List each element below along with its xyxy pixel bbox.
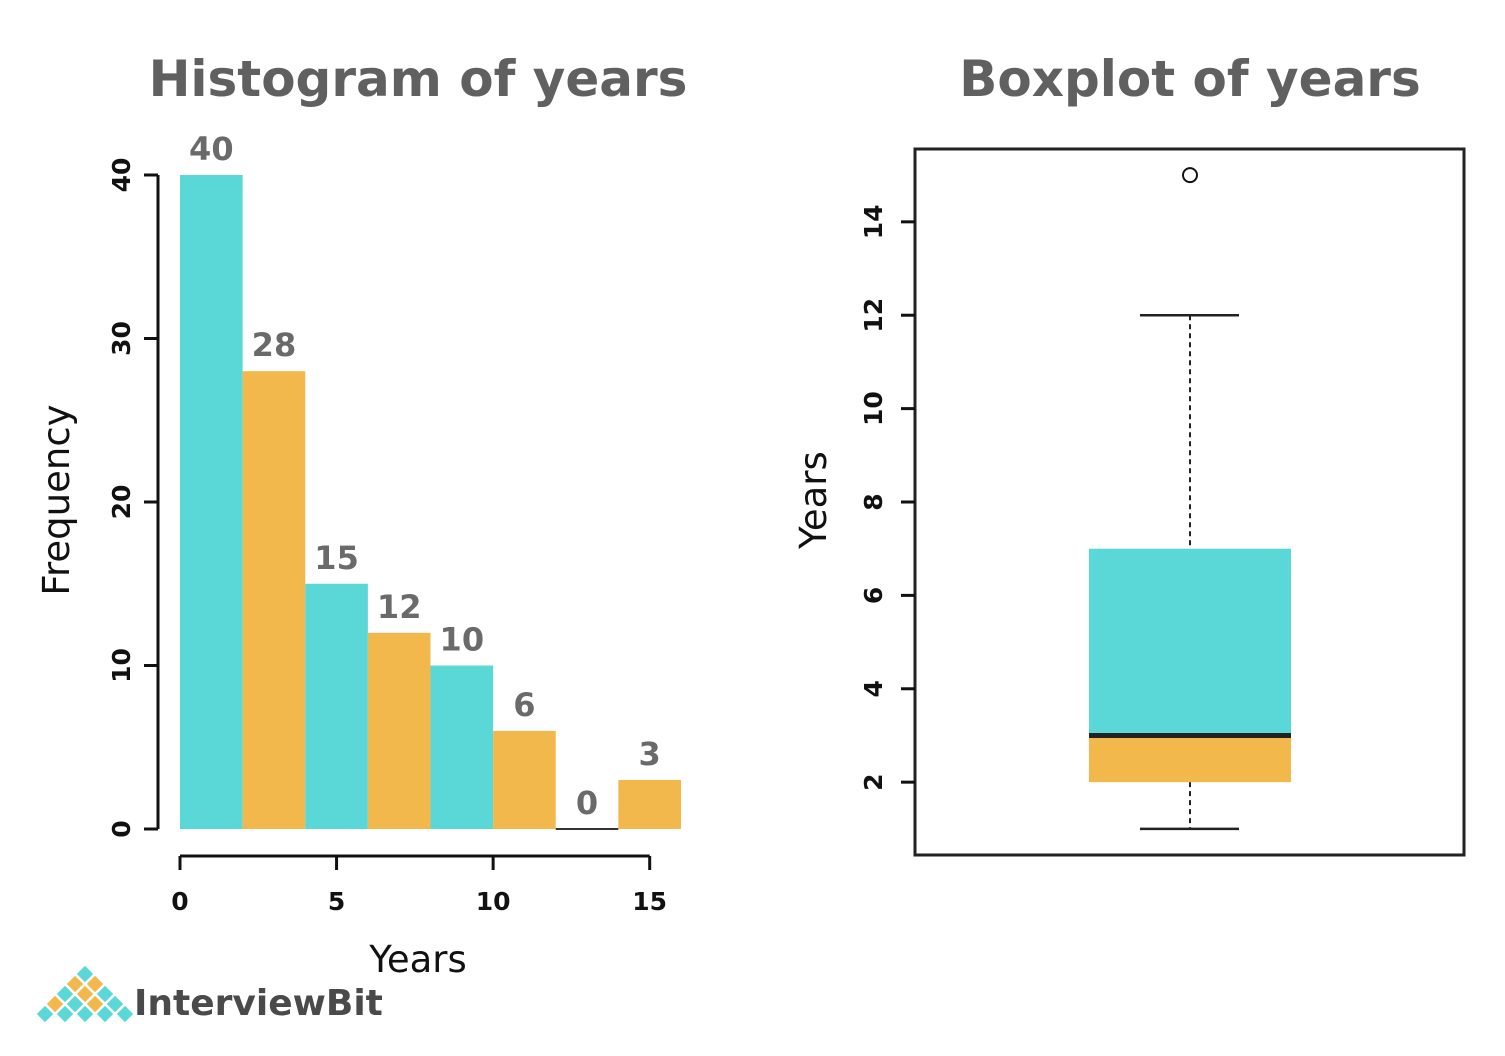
histogram-bar: [305, 583, 368, 829]
boxplot-y-tick-label: 10: [859, 391, 888, 426]
histogram-bar: [618, 779, 681, 829]
boxplot-y-axis: 2 4 6 8 10 12 14: [859, 204, 915, 791]
logo-diamond: [85, 994, 105, 1014]
histogram-x-axis-label: Years: [368, 938, 467, 981]
boxplot-y-tick-label: 8: [859, 493, 888, 510]
histogram-bar: [493, 730, 556, 829]
boxplot-y-axis-label: Years: [792, 451, 835, 550]
histogram-x-tick-label: 10: [476, 887, 511, 916]
boxplot-y-tick-label: 6: [859, 587, 888, 604]
histogram-bar: [430, 665, 494, 829]
logo-diamond: [95, 984, 115, 1004]
histogram-bar-labels: 40 28 15 12 10 6 0 3: [189, 130, 661, 822]
histogram-chart: Histogram of years 40 28 15 12 10 6 0 3 0 10 20 30…: [35, 50, 687, 981]
logo-diamond: [75, 984, 95, 1004]
boxplot-title: Boxplot of years: [959, 50, 1420, 108]
histogram-bar-label: 28: [252, 326, 297, 364]
logo-diamond: [85, 974, 105, 994]
logo-diamond: [95, 1004, 115, 1024]
boxplot-y-tick-label: 2: [859, 773, 888, 790]
interviewbit-logo: InterviewBit: [35, 964, 383, 1024]
histogram-x-axis: 0 5 10 15: [171, 854, 667, 916]
boxplot-chart: Boxplot of years 2 4 6 8 10 12 14 Years: [792, 50, 1466, 857]
boxplot-lower-box: [1089, 735, 1291, 783]
logo-diamond: [75, 964, 95, 984]
histogram-bar-label: 6: [513, 686, 535, 724]
histogram-y-tick-label: 40: [107, 158, 136, 193]
histogram-y-axis: 0 10 20 30 40: [107, 158, 160, 838]
histogram-y-tick-label: 30: [107, 321, 136, 356]
histogram-x-tick-label: 15: [632, 887, 667, 916]
histogram-bar: [367, 632, 431, 829]
histogram-bar: [180, 175, 243, 829]
histogram-bar-label: 0: [576, 784, 598, 822]
boxplot-elements: [1089, 167, 1291, 831]
boxplot-y-tick-label: 14: [859, 204, 888, 239]
histogram-bars: [180, 175, 681, 830]
histogram-bar-label: 15: [314, 539, 359, 577]
histogram-title: Histogram of years: [149, 50, 688, 108]
logo-diamond: [65, 994, 85, 1014]
histogram-x-tick-label: 0: [171, 887, 188, 916]
histogram-x-tick-label: 5: [328, 887, 345, 916]
histogram-bar-label: 12: [377, 588, 422, 626]
histogram-bar-label: 10: [440, 621, 485, 659]
histogram-bar: [242, 371, 306, 829]
logo-text: InterviewBit: [134, 983, 383, 1024]
logo-diamond: [55, 984, 75, 1004]
boxplot-outlier: [1182, 167, 1198, 184]
boxplot-y-tick-label: 12: [859, 298, 888, 333]
logo-diamond: [65, 974, 85, 994]
logo-diamond: [115, 1004, 135, 1024]
histogram-bar-label: 40: [189, 130, 234, 168]
boxplot-y-tick-label: 4: [859, 680, 888, 697]
histogram-bar-label: 3: [639, 735, 661, 773]
histogram-y-tick-label: 10: [107, 648, 136, 683]
boxplot-upper-box: [1089, 548, 1291, 736]
histogram-y-tick-label: 20: [107, 485, 136, 520]
histogram-y-tick-label: 0: [107, 820, 136, 837]
logo-diamond: [55, 1004, 75, 1024]
histogram-y-axis-label: Frequency: [35, 404, 78, 595]
logo-diamond-icon: [35, 964, 135, 1024]
logo-diamond: [75, 1004, 95, 1024]
logo-diamond: [45, 994, 65, 1014]
logo-diamond: [105, 994, 125, 1014]
logo-diamond: [35, 1004, 55, 1024]
